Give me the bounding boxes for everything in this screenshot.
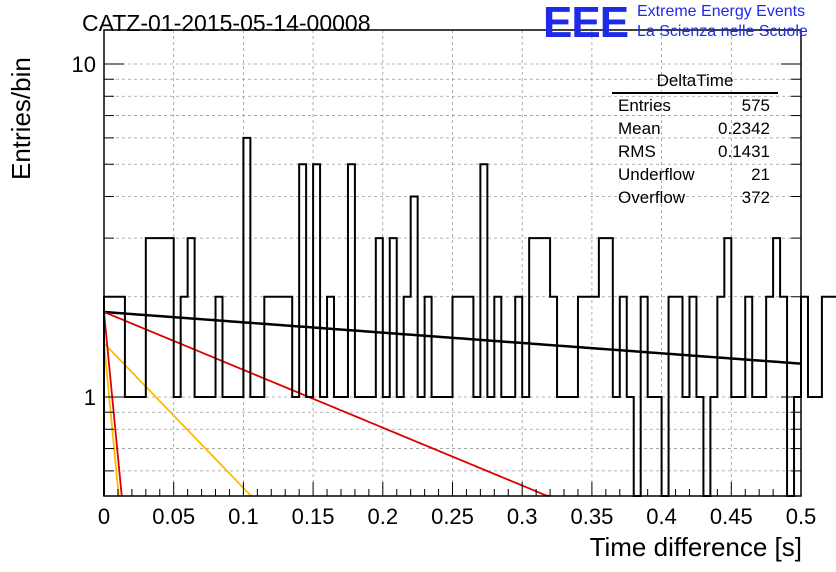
fit-curve-4 (103, 311, 123, 497)
stats-value: 0.1431 (718, 142, 770, 161)
stats-row-overflow: Overflow 372 (612, 186, 778, 209)
chart-title: CATZ-01-2015-05-14-00008 (82, 10, 371, 36)
eee-logo: EEE (543, 0, 629, 47)
stats-box: DeltaTime Entries 575 Mean 0.2342 RMS 0.… (612, 70, 778, 209)
logo-subtitle-1: Extreme Energy Events (637, 3, 806, 20)
x-tick-label: 0.45 (710, 504, 753, 529)
stats-row-entries: Entries 575 (612, 94, 778, 117)
stats-value: 21 (751, 165, 770, 184)
stats-label: RMS (618, 142, 656, 161)
x-tick-label: 0.05 (152, 504, 195, 529)
x-tick-label: 0.4 (646, 504, 677, 529)
x-tick-label: 0.1 (228, 504, 259, 529)
axis-ticks (103, 63, 802, 496)
stats-label: Overflow (618, 188, 686, 207)
logo-subtitle-2: La Scienza nelle Scuole (637, 23, 808, 40)
stats-title: DeltaTime (612, 70, 778, 94)
fit-curve-1 (103, 311, 551, 497)
x-tick-label: 0.5 (786, 504, 817, 529)
stats-label: Mean (618, 119, 661, 138)
x-tick-label: 0.3 (507, 504, 538, 529)
x-tick-label: 0.15 (292, 504, 335, 529)
x-tick-label: 0.25 (431, 504, 474, 529)
stats-row-mean: Mean 0.2342 (612, 117, 778, 140)
x-axis-label: Time difference [s] (589, 532, 802, 562)
x-tick-label: 0.35 (570, 504, 613, 529)
fit-curve-2 (103, 342, 253, 497)
axis-tick-labels: 0 0.05 0.1 0.15 0.2 0.25 0.3 0.35 0.4 0.45 0.5 1 10 (72, 52, 817, 529)
stats-label: Underflow (618, 165, 695, 184)
x-tick-label: 0 (98, 504, 110, 529)
stats-value: 0.2342 (718, 119, 770, 138)
stats-value: 372 (741, 188, 770, 207)
fit-curve-3 (103, 343, 120, 497)
y-tick-label: 1 (84, 385, 96, 410)
stats-row-rms: RMS 0.1431 (612, 140, 778, 163)
y-tick-label: 10 (72, 52, 96, 77)
stats-value: 575 (741, 96, 770, 115)
x-tick-label: 0.2 (368, 504, 399, 529)
stats-row-underflow: Underflow 21 (612, 163, 778, 186)
stats-label: Entries (618, 96, 671, 115)
y-axis-label: Entries/bin (6, 57, 36, 180)
